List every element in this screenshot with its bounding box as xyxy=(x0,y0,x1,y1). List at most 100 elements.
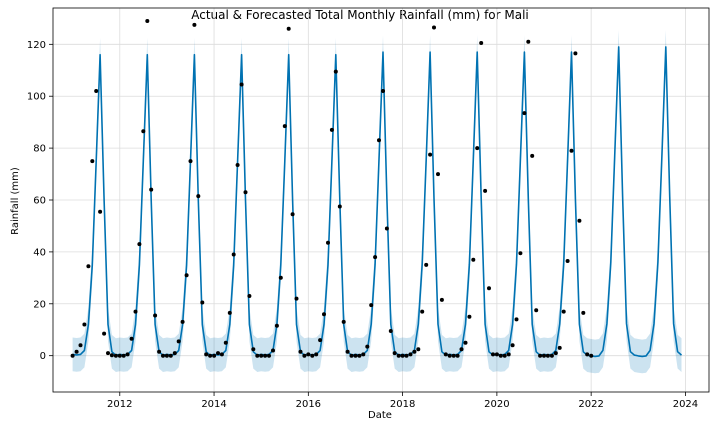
actual-data-point xyxy=(404,353,409,358)
actual-data-point xyxy=(196,194,201,199)
actual-data-point xyxy=(227,310,232,315)
actual-data-point xyxy=(384,226,389,231)
x-tick-label: 2022 xyxy=(578,399,603,410)
actual-data-point xyxy=(117,353,122,358)
actual-data-point xyxy=(243,190,248,195)
axis-ticks: 2012 2014 2016 2018 2020 2022 2024 0 20 40 60 80 100… xyxy=(27,40,698,410)
actual-data-point xyxy=(212,353,217,358)
actual-data-point xyxy=(412,349,417,354)
actual-points xyxy=(70,19,594,358)
actual-data-point xyxy=(290,212,295,217)
actual-data-point xyxy=(192,22,197,27)
actual-data-point xyxy=(483,188,488,193)
actual-data-point xyxy=(125,352,130,357)
actual-data-point xyxy=(102,331,107,336)
actual-data-point xyxy=(400,353,405,358)
actual-data-point xyxy=(247,294,252,298)
actual-data-point xyxy=(451,353,456,358)
actual-data-point xyxy=(416,347,421,352)
y-tick-label: 0 xyxy=(40,351,46,362)
actual-data-point xyxy=(479,41,484,45)
actual-data-point xyxy=(557,345,562,350)
actual-data-point xyxy=(176,339,181,344)
actual-data-point xyxy=(82,322,87,327)
actual-data-point xyxy=(447,353,452,358)
actual-data-point xyxy=(471,257,476,262)
actual-data-point xyxy=(74,349,79,354)
actual-data-point xyxy=(542,353,546,358)
actual-data-point xyxy=(373,255,378,260)
actual-data-point xyxy=(106,351,110,356)
actual-data-point xyxy=(439,297,444,302)
y-tick-label: 60 xyxy=(33,196,46,207)
actual-data-point xyxy=(361,352,366,357)
x-tick-label: 2020 xyxy=(484,399,509,410)
actual-data-point xyxy=(475,146,480,151)
actual-data-point xyxy=(329,127,334,132)
actual-data-point xyxy=(396,353,401,358)
actual-data-point xyxy=(255,353,260,358)
y-tick-label: 100 xyxy=(27,92,46,103)
actual-data-point xyxy=(428,152,433,157)
actual-data-point xyxy=(278,275,283,280)
actual-data-point xyxy=(357,353,362,358)
actual-data-point xyxy=(337,204,342,209)
actual-data-point xyxy=(153,313,158,318)
actual-data-point xyxy=(455,353,460,358)
actual-data-point xyxy=(388,329,393,333)
actual-data-point xyxy=(353,353,358,358)
actual-data-point xyxy=(573,51,578,56)
actual-data-point xyxy=(506,352,511,357)
actual-data-point xyxy=(223,340,228,345)
actual-data-point xyxy=(121,353,126,358)
y-tick-label: 40 xyxy=(33,247,46,258)
actual-data-point xyxy=(259,353,264,358)
x-tick-label: 2014 xyxy=(201,399,226,410)
actual-data-point xyxy=(318,338,323,343)
actual-data-point xyxy=(204,352,209,357)
actual-data-point xyxy=(172,351,177,356)
actual-data-point xyxy=(420,309,425,314)
x-tick-label: 2024 xyxy=(673,399,698,410)
actual-data-point xyxy=(90,159,95,164)
y-tick-label: 20 xyxy=(33,299,46,310)
actual-data-point xyxy=(345,349,350,354)
actual-data-point xyxy=(164,353,169,358)
actual-data-point xyxy=(231,252,236,257)
actual-data-point xyxy=(365,344,370,349)
actual-data-point xyxy=(518,251,523,256)
actual-data-point xyxy=(459,347,464,352)
actual-data-point xyxy=(326,240,330,245)
actual-data-point xyxy=(494,352,499,357)
actual-data-point xyxy=(137,242,142,247)
actual-data-point xyxy=(349,353,354,358)
actual-data-point xyxy=(208,353,213,358)
actual-data-point xyxy=(577,218,582,223)
actual-data-point xyxy=(133,309,138,314)
actual-data-point xyxy=(498,353,503,358)
actual-data-point xyxy=(302,353,307,358)
actual-data-point xyxy=(514,317,519,322)
actual-data-point xyxy=(392,351,397,356)
actual-data-point xyxy=(263,353,268,358)
actual-data-point xyxy=(282,124,287,129)
actual-data-point xyxy=(589,353,594,358)
actual-data-point xyxy=(267,353,271,358)
actual-data-point xyxy=(216,351,220,356)
actual-data-point xyxy=(235,163,240,167)
actual-data-point xyxy=(333,69,338,74)
actual-data-point xyxy=(443,352,448,357)
actual-data-point xyxy=(78,343,83,348)
actual-data-point xyxy=(239,82,244,87)
actual-data-point xyxy=(113,353,118,358)
actual-data-point xyxy=(306,352,311,357)
actual-data-point xyxy=(487,286,491,291)
actual-data-point xyxy=(286,26,291,31)
actual-data-point xyxy=(274,323,279,328)
actual-data-point xyxy=(322,312,326,317)
y-tick-label: 80 xyxy=(33,144,46,155)
actual-data-point xyxy=(200,300,205,305)
actual-data-point xyxy=(581,310,586,315)
actual-data-point xyxy=(424,262,429,267)
